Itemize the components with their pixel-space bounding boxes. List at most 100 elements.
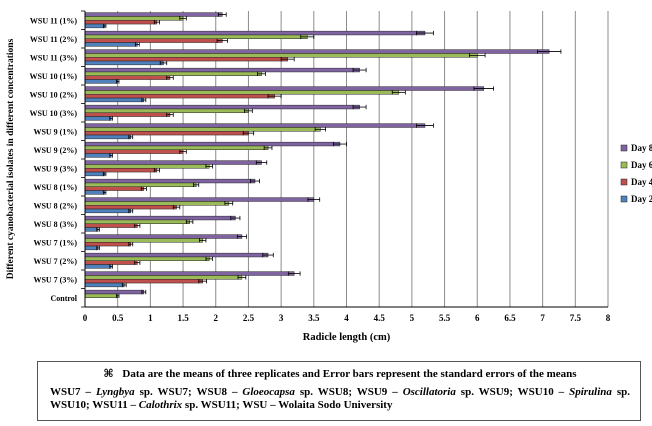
y-tick-label: WSU 8 (2%) [33,201,77,210]
chart-svg: 0 0.5 1 1.5 2 2.5 3 3.5 4 4.5 5 5.5 6 6.5 7 7.5 8 WSU 11 … [6,10,652,343]
legend-swatch [620,144,628,152]
notes-abbreviations: WSU7 – Lyngbya sp. WSU7; WSU8 – Gloeocap… [50,386,630,412]
abbreviation-item: WSU9 – Oscillatoria sp. WSU9; [356,386,513,398]
legend-label: Day 8 [631,143,652,153]
bar-day-6 [84,90,400,95]
bar-day-6 [84,293,118,299]
y-tick-label: WSU 10 (2%) [29,90,77,99]
bar-day-8 [84,67,360,73]
bar-day-2 [84,79,118,84]
abbreviation-item: WSU8 – Gloeocapsa sp. WSU8; [196,386,352,398]
y-tick-label: WSU 11 (2%) [30,35,77,44]
bar-day-4 [84,205,177,210]
y-tick-label: Control [50,294,77,303]
notes-statement: ⌘ Data are the means of three replicates… [50,368,630,381]
bar-day-6 [84,164,210,169]
legend-label: Day 4 [631,177,652,187]
bar-day-8 [84,30,426,36]
bar-day-6 [84,16,184,21]
bar-day-2 [84,116,112,121]
x-tick-label: 2.5 [243,313,255,323]
bar-day-2 [84,134,132,140]
bar-day-4 [84,242,132,247]
x-tick-label: 3 [279,313,284,323]
x-tick-label: 6.5 [504,313,516,323]
y-tick-label: WSU 7 (2%) [33,257,77,266]
bar-day-6 [84,219,190,224]
bar-day-2 [84,97,145,103]
bar-day-6 [84,238,203,243]
bar-day-4 [84,57,288,62]
x-tick-label: 4.5 [374,313,386,323]
abbreviation-item: WSU11 – Calothrix sp. WSU11; [92,399,240,411]
bar-day-2 [84,60,164,66]
x-tick-label: 4 [344,313,349,323]
x-tick-label: 7 [540,313,545,323]
x-tick-label: 2 [214,313,219,323]
bar-day-4 [84,112,171,117]
y-tick-label: WSU 9 (1%) [33,127,77,136]
bar-day-6 [84,53,478,58]
bar-day-2 [84,264,112,269]
bar-day-6 [84,182,197,187]
legend-label: Day 6 [631,160,652,170]
abbreviation-item: WSU10 – Spirulina sp. WSU10; [50,386,631,411]
x-tick-label: 7.5 [570,313,582,323]
bar-day-4 [84,260,138,265]
bar-day-4 [84,20,158,25]
abbreviation-item: WSU7 – Lyngbya sp. WSU7; [50,386,192,398]
bar-day-8 [84,141,341,147]
notes-box: ⌘ Data are the means of three replicates… [37,361,641,421]
bar-day-2 [84,171,105,177]
x-tick-label: 0.5 [112,313,124,323]
x-tick-label: 1.5 [177,313,189,323]
x-tick-label: 1 [148,313,153,323]
y-tick-label: WSU 10 (1%) [29,72,77,81]
x-tick-label: 5 [410,313,415,323]
bar-day-2 [84,282,125,288]
y-tick-label: WSU 10 (3%) [29,109,77,118]
x-axis-title: Radicle length (cm) [303,332,391,343]
y-tick-label: WSU 11 (3%) [30,53,77,62]
bar-day-8 [84,86,485,91]
bar-day-2 [84,245,99,251]
x-tick-label: 6 [475,313,480,323]
y-tick-label: WSU 8 (3%) [33,220,77,229]
bar-day-2 [84,208,132,214]
bar-day-4 [84,75,171,80]
bar-day-6 [84,256,210,262]
bar-day-4 [84,168,158,173]
x-tick-label: 8 [606,313,611,323]
bar-day-8 [84,215,236,221]
bar-day-4 [84,38,223,43]
y-tick-label: WSU 7 (1%) [33,238,77,247]
bar-day-8 [84,252,269,258]
legend-swatch [620,161,628,169]
bar-day-2 [84,42,138,47]
bar-day-8 [84,160,262,165]
y-tick-label: WSU 9 (2%) [33,146,77,155]
bar-day-8 [84,178,256,184]
bar-day-6 [84,145,269,150]
bar-day-4 [84,149,184,154]
bar-day-8 [84,271,295,276]
bar-day-8 [84,289,145,295]
bar-day-6 [84,108,249,113]
x-tick-label: 5.5 [439,313,451,323]
y-axis-title: Different cyanobacterial isolates in dif… [6,38,16,279]
bar-day-4 [84,223,138,228]
bar-day-6 [84,275,243,280]
x-tick-label: 0 [83,313,88,323]
abbreviation-item: WSU – Wolaita Sodo University [242,399,393,411]
bar-day-2 [84,23,105,29]
bar-day-8 [84,104,360,110]
bar-day-8 [84,12,223,17]
y-tick-label: WSU 9 (3%) [33,164,77,173]
bar-day-8 [84,123,426,128]
bar-day-6 [84,201,230,206]
bar-day-6 [84,34,308,40]
y-tick-label: WSU 7 (3%) [33,275,77,284]
legend-swatch [620,195,628,203]
note-mark-icon: ⌘ [103,368,114,380]
radicle-length-chart: 0 0.5 1 1.5 2 2.5 3 3.5 4 4.5 5 5.5 6 6.5 7 7.5 8 WSU 11 … [6,10,652,343]
